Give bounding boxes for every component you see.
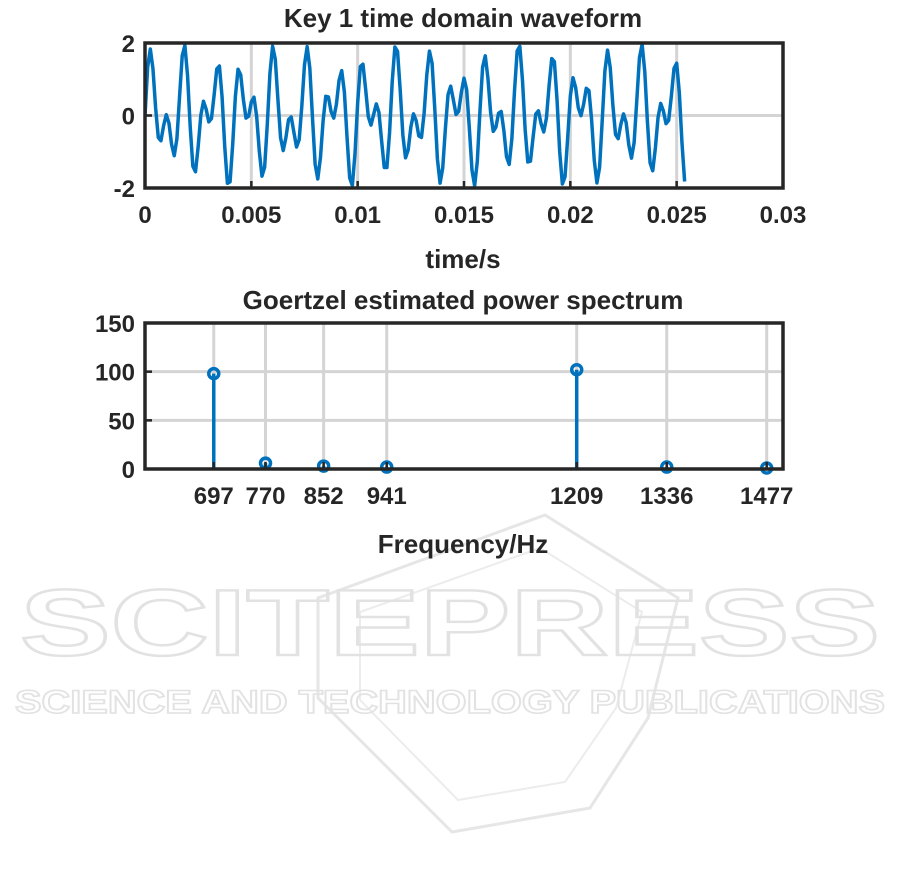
waveform-x-tick-label: 0.025 <box>647 202 707 229</box>
spectrum-x-axis-label: Frequency/Hz <box>378 529 549 559</box>
waveform-y-tick-label: -2 <box>114 176 135 203</box>
spectrum-chart: Goertzel estimated power spectrum 697 770… <box>95 285 793 559</box>
waveform-plot-area <box>145 42 687 188</box>
spectrum-x-tick-label: 1209 <box>550 483 603 510</box>
waveform-ticks <box>143 41 785 190</box>
spectrum-stem-marker <box>316 459 331 473</box>
spectrum-ticks <box>145 321 768 471</box>
waveform-x-tick-label: 0.015 <box>434 202 494 229</box>
watermark-tagline: SCIENCE AND TECHNOLOGY PUBLICATIONS <box>15 684 885 720</box>
waveform-grid <box>145 43 783 188</box>
spectrum-x-tick-label: 852 <box>304 483 344 510</box>
spectrum-y-tick-label: 0 <box>122 457 135 484</box>
spectrum-x-tick-labels: 697 770 852 941 1209 1336 1477 <box>194 483 794 510</box>
waveform-x-axis-label: time/s <box>425 244 500 274</box>
spectrum-axes-frame <box>143 321 785 471</box>
spectrum-grid <box>145 323 783 469</box>
waveform-x-tick-label: 0.01 <box>334 202 381 229</box>
waveform-x-tick-labels: 0 0.005 0.01 0.015 0.02 0.025 0.03 <box>138 202 806 229</box>
watermark-shield-shape <box>316 513 680 834</box>
watermark-brand: SCITEPRESS <box>20 570 880 675</box>
spectrum-x-tick-label: 1336 <box>640 483 693 510</box>
waveform-x-tick-label: 0 <box>138 202 151 229</box>
spectrum-stem-marker <box>569 362 584 377</box>
waveform-x-tick-label: 0.03 <box>760 202 807 229</box>
spectrum-y-tick-label: 50 <box>108 408 135 435</box>
spectrum-stem-marker <box>207 366 221 381</box>
spectrum-y-tick-label: 100 <box>95 360 135 387</box>
spectrum-y-tick-labels: 0 50 100 150 <box>95 311 135 484</box>
spectrum-x-tick-label: 697 <box>194 483 234 510</box>
waveform-title: Key 1 time domain waveform <box>284 3 642 33</box>
spectrum-x-tick-label: 941 <box>367 483 407 510</box>
spectrum-title: Goertzel estimated power spectrum <box>243 285 684 315</box>
spectrum-x-tick-label: 770 <box>245 483 285 510</box>
waveform-x-tick-label: 0.005 <box>221 202 281 229</box>
waveform-series-line <box>145 42 687 188</box>
waveform-y-tick-label: 2 <box>122 31 135 58</box>
waveform-x-tick-label: 0.02 <box>547 202 594 229</box>
waveform-y-tick-labels: -2 0 2 <box>114 31 135 203</box>
waveform-chart: Key 1 time domain waveform 0 0.005 0.01 0.0… <box>114 3 807 274</box>
watermark: SCITEPRESS SCIENCE AND TECHNOLOGY PUBLIC… <box>14 513 886 834</box>
spectrum-x-tick-label: 1477 <box>740 483 793 510</box>
watermark-shield-inner-shape <box>359 546 644 802</box>
waveform-y-tick-label: 0 <box>122 104 135 131</box>
spectrum-y-tick-label: 150 <box>95 311 135 338</box>
